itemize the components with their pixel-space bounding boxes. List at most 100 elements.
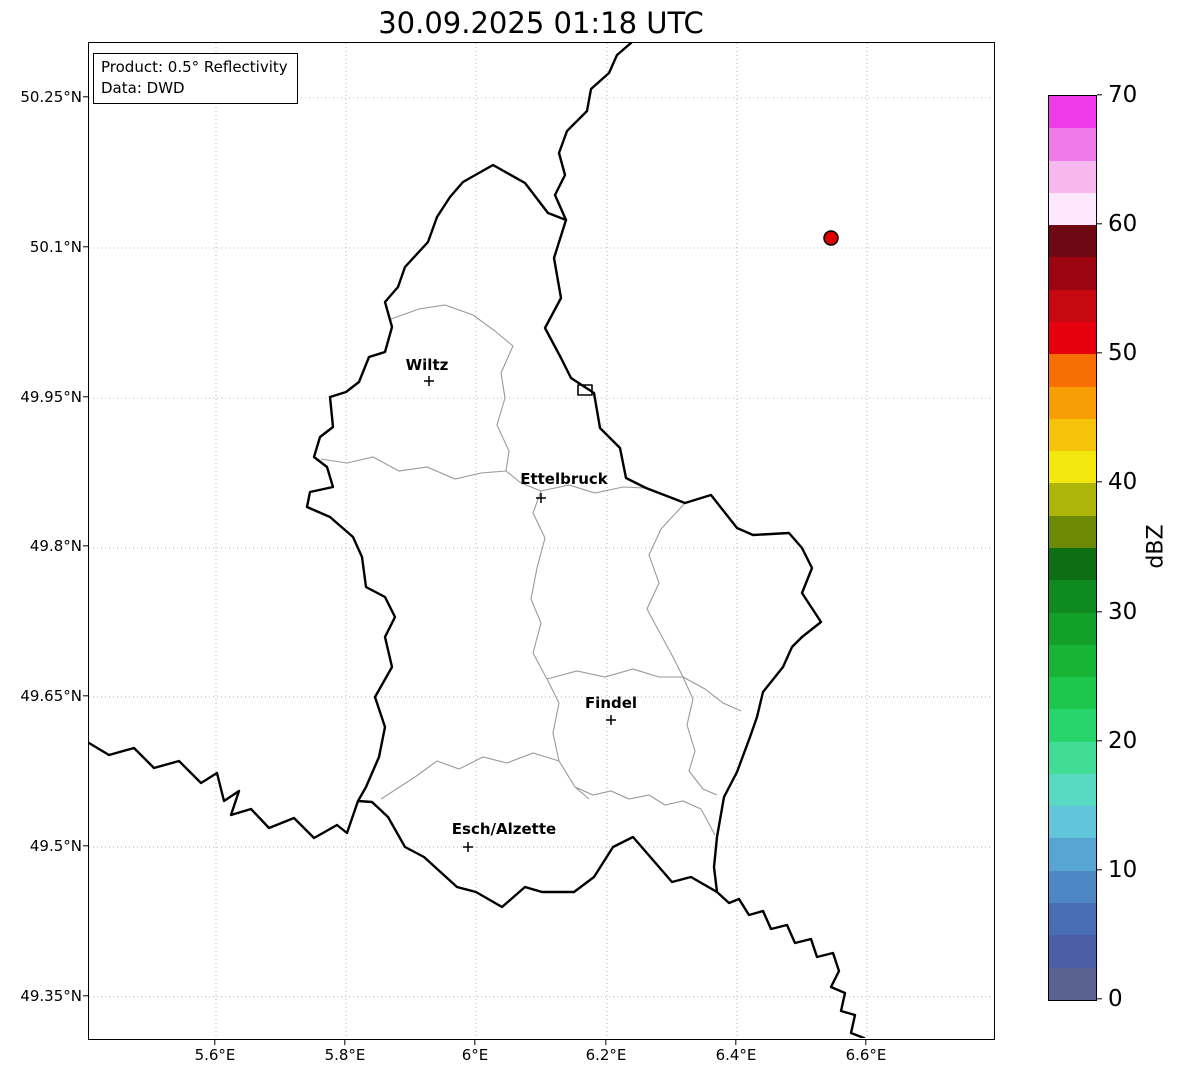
- y-tick-mark: [83, 396, 88, 398]
- district-border: [390, 304, 514, 347]
- y-tick-mark: [83, 246, 88, 248]
- colorbar: [1048, 95, 1097, 1001]
- colorbar-band: [1049, 451, 1096, 484]
- district-border: [574, 786, 716, 836]
- colorbar-band: [1049, 709, 1096, 742]
- colorbar-band: [1049, 128, 1096, 161]
- france-germany-border: [715, 890, 866, 1038]
- x-tick-label: 6.6°E: [845, 1046, 887, 1064]
- x-tick-label: 6.4°E: [715, 1046, 757, 1064]
- colorbar-tick-label: 50: [1108, 340, 1138, 366]
- colorbar-band: [1049, 354, 1096, 387]
- y-tick-label: 50.1°N: [29, 238, 82, 256]
- y-tick-mark: [83, 995, 88, 997]
- colorbar-band: [1049, 192, 1096, 226]
- colorbar-band: [1049, 773, 1096, 807]
- luxembourg-border: [305, 163, 823, 909]
- colorbar-band: [1049, 96, 1096, 129]
- colorbar-tick-label: 70: [1108, 82, 1138, 108]
- colorbar-band: [1049, 160, 1096, 193]
- colorbar-band: [1049, 257, 1096, 290]
- colorbar-band: [1049, 580, 1096, 613]
- city-marker-esch: [463, 842, 473, 852]
- x-tick-label: 6°E: [461, 1046, 489, 1064]
- district-border: [546, 668, 683, 680]
- y-tick-label: 49.35°N: [20, 987, 82, 1005]
- colorbar-band: [1049, 677, 1096, 710]
- data-source-line: Data: DWD: [101, 79, 185, 97]
- x-tick-mark: [865, 1040, 867, 1045]
- x-tick-mark: [344, 1040, 346, 1045]
- colorbar-tick-label: 60: [1108, 211, 1138, 237]
- grid-lines: [89, 43, 993, 1038]
- colorbar-tick-label: 0: [1108, 986, 1123, 1012]
- district-border: [540, 484, 647, 494]
- border-detail-rect: [577, 384, 593, 396]
- district-border: [646, 502, 718, 796]
- district-border: [530, 490, 590, 800]
- colorbar-band: [1049, 515, 1096, 548]
- district-border: [505, 470, 542, 492]
- product-info-box: Product: 0.5° Reflectivity Data: DWD: [93, 53, 298, 104]
- city-labels: Wiltz Ettelbruck Findel Esch/Alzette: [406, 356, 637, 838]
- colorbar-tick-mark: [1097, 998, 1102, 1000]
- city-label-wiltz: Wiltz: [406, 356, 449, 374]
- city-label-ettelbruck: Ettelbruck: [520, 470, 609, 488]
- colorbar-band: [1049, 644, 1096, 678]
- colorbar-tick-mark: [1097, 869, 1102, 871]
- map-canvas: Wiltz Ettelbruck Findel Esch/Alzette: [89, 43, 993, 1038]
- x-tick-mark: [735, 1040, 737, 1045]
- colorbar-axis-label: dBZ: [1143, 524, 1169, 569]
- colorbar-band: [1049, 225, 1096, 258]
- city-label-esch: Esch/Alzette: [452, 820, 556, 838]
- district-border: [496, 345, 514, 472]
- colorbar-tick-mark: [1097, 481, 1102, 483]
- colorbar-band: [1049, 967, 1096, 1000]
- city-marker-wiltz: [424, 376, 434, 386]
- colorbar-band: [1049, 418, 1096, 452]
- district-border: [380, 752, 560, 800]
- x-tick-mark: [605, 1040, 607, 1045]
- map-panel: Wiltz Ettelbruck Findel Esch/Alzette Pro…: [88, 42, 995, 1040]
- y-tick-label: 49.5°N: [29, 837, 82, 855]
- colorbar-band: [1049, 806, 1096, 839]
- y-tick-mark: [83, 695, 88, 697]
- y-tick-label: 49.95°N: [20, 388, 82, 406]
- district-border: [682, 676, 742, 712]
- colorbar-tick-mark: [1097, 223, 1102, 225]
- figure-title: 30.09.2025 01:18 UTC: [378, 6, 704, 40]
- colorbar-band: [1049, 741, 1096, 774]
- x-tick-mark: [474, 1040, 476, 1045]
- y-tick-label: 49.8°N: [29, 537, 82, 555]
- y-tick-mark: [83, 545, 88, 547]
- colorbar-band: [1049, 547, 1096, 581]
- colorbar-tick-mark: [1097, 352, 1102, 354]
- city-marker-findel: [606, 715, 616, 725]
- city-label-findel: Findel: [585, 694, 637, 712]
- country-borders: [89, 43, 866, 1038]
- y-tick-label: 49.65°N: [20, 687, 82, 705]
- colorbar-band: [1049, 321, 1096, 355]
- colorbar-band: [1049, 935, 1096, 968]
- district-border: [320, 456, 507, 480]
- city-markers: [424, 376, 616, 852]
- colorbar-tick-mark: [1097, 94, 1102, 96]
- belgium-germany-border: [553, 43, 633, 222]
- france-belgium-border: [89, 741, 360, 840]
- radar-echo-point: [823, 230, 839, 246]
- colorbar-tick-label: 30: [1108, 599, 1138, 625]
- y-tick-mark: [83, 96, 88, 98]
- district-borders: [320, 304, 742, 836]
- product-line: Product: 0.5° Reflectivity: [101, 58, 288, 76]
- y-tick-mark: [83, 845, 88, 847]
- colorbar-band: [1049, 289, 1096, 322]
- colorbar-band: [1049, 838, 1096, 871]
- x-tick-label: 5.8°E: [324, 1046, 366, 1064]
- colorbar-tick-label: 10: [1108, 857, 1138, 883]
- x-tick-label: 6.2°E: [585, 1046, 627, 1064]
- colorbar-tick-label: 20: [1108, 728, 1138, 754]
- x-tick-label: 5.6°E: [194, 1046, 236, 1064]
- colorbar-tick-mark: [1097, 611, 1102, 613]
- colorbar-tick-mark: [1097, 740, 1102, 742]
